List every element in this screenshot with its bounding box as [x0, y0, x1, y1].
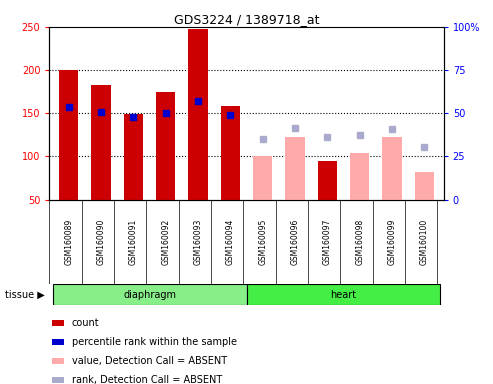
- Text: GSM160096: GSM160096: [290, 219, 299, 265]
- Text: GSM160097: GSM160097: [323, 219, 332, 265]
- Bar: [52, 358, 64, 364]
- Text: GSM160094: GSM160094: [226, 219, 235, 265]
- Text: tissue ▶: tissue ▶: [5, 290, 45, 300]
- Bar: [156, 92, 176, 200]
- Bar: [415, 172, 434, 200]
- Bar: [285, 137, 305, 200]
- Text: GSM160095: GSM160095: [258, 219, 267, 265]
- Bar: [221, 106, 240, 200]
- Text: GSM160090: GSM160090: [97, 219, 106, 265]
- Text: GSM160099: GSM160099: [387, 219, 396, 265]
- Title: GDS3224 / 1389718_at: GDS3224 / 1389718_at: [174, 13, 319, 26]
- Bar: [59, 70, 78, 200]
- Bar: [124, 114, 143, 200]
- Bar: [91, 85, 111, 200]
- Bar: [52, 339, 64, 345]
- Text: rank, Detection Call = ABSENT: rank, Detection Call = ABSENT: [72, 375, 222, 384]
- Text: GSM160093: GSM160093: [194, 219, 203, 265]
- Bar: [188, 30, 208, 200]
- Text: value, Detection Call = ABSENT: value, Detection Call = ABSENT: [72, 356, 227, 366]
- Text: GSM160089: GSM160089: [64, 219, 73, 265]
- Text: GSM160092: GSM160092: [161, 219, 170, 265]
- Bar: [253, 157, 272, 200]
- Text: diaphragm: diaphragm: [123, 290, 176, 300]
- Text: GSM160100: GSM160100: [420, 219, 429, 265]
- Bar: [53, 284, 246, 305]
- Bar: [382, 137, 402, 200]
- Text: count: count: [72, 318, 100, 328]
- Text: heart: heart: [330, 290, 356, 300]
- Bar: [52, 377, 64, 383]
- Bar: [246, 284, 440, 305]
- Text: GSM160091: GSM160091: [129, 219, 138, 265]
- Bar: [350, 153, 369, 200]
- Bar: [317, 161, 337, 200]
- Text: percentile rank within the sample: percentile rank within the sample: [72, 337, 237, 347]
- Bar: [52, 319, 64, 326]
- Text: GSM160098: GSM160098: [355, 219, 364, 265]
